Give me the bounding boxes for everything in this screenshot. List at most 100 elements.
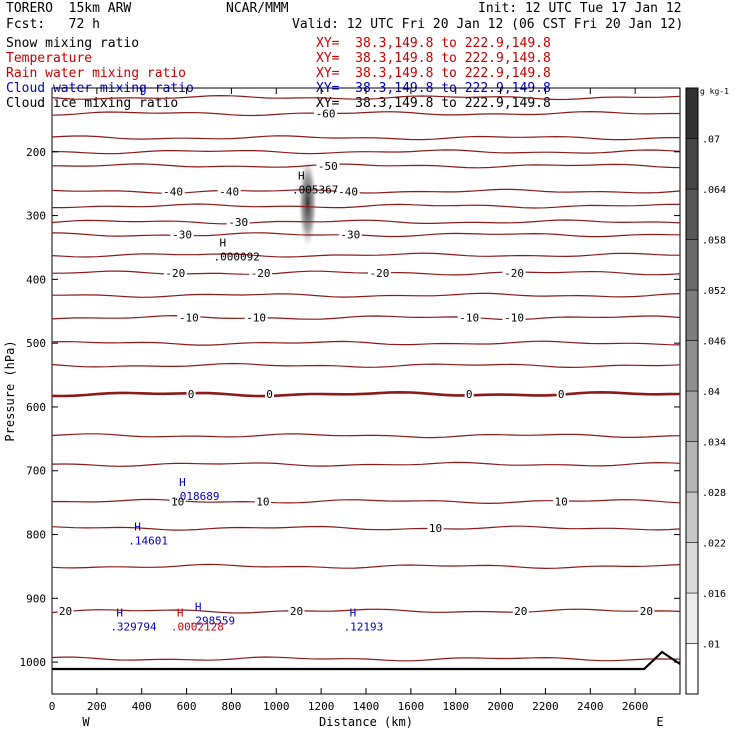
temperature-contour-label: 0 bbox=[466, 388, 473, 401]
contour-label-bg bbox=[512, 605, 529, 618]
field-xy: XY= 38.3,149.8 to 222.9,149.8 bbox=[316, 36, 551, 51]
contour-label-bg bbox=[464, 388, 474, 401]
plot-frame bbox=[51, 87, 681, 695]
maximum-marker: H bbox=[134, 521, 141, 534]
maximum-value: .329794 bbox=[110, 621, 157, 634]
temperature-contour-label: 20 bbox=[514, 605, 527, 618]
temperature-contour bbox=[51, 608, 681, 614]
init-time: Init: 12 UTC Tue 17 Jan 12 bbox=[478, 1, 682, 16]
y-tick-label: 800 bbox=[26, 529, 46, 542]
model-title: TORERO 15km ARW bbox=[6, 1, 132, 16]
forecast-hour: Fcst: 72 h bbox=[6, 17, 100, 32]
y-tick-label: 400 bbox=[26, 273, 46, 286]
temperature-contour-label: -40 bbox=[163, 185, 183, 198]
temperature-contour-label: 20 bbox=[290, 605, 303, 618]
temperature-contour-label: 10 bbox=[555, 495, 568, 508]
x-tick-label: 200 bbox=[87, 700, 107, 713]
valid-time: Valid: 12 UTC Fri 20 Jan 12 (06 CST Fri … bbox=[292, 17, 684, 32]
x-tick-label: 2600 bbox=[622, 700, 649, 713]
colorbar-label: .04 bbox=[702, 387, 720, 398]
x-axis-east-label: E bbox=[656, 715, 663, 729]
temperature-contour-label: -30 bbox=[228, 216, 248, 229]
maximum-marker: H bbox=[219, 237, 226, 250]
contour-label-bg bbox=[338, 228, 362, 241]
field-name: Snow mixing ratio bbox=[6, 36, 140, 51]
temperature-contour bbox=[51, 188, 681, 194]
contour-label-bg bbox=[177, 311, 201, 324]
x-tick-label: 1600 bbox=[398, 700, 425, 713]
temperature-contour bbox=[51, 656, 681, 662]
maximum-marker: H bbox=[116, 607, 123, 620]
maximum-value: .14601 bbox=[128, 535, 168, 548]
temperature-contour bbox=[52, 292, 681, 298]
colorbar-frame bbox=[685, 87, 699, 695]
temperature-contour bbox=[51, 232, 681, 238]
temperature-contour-label: -10 bbox=[246, 312, 266, 325]
y-tick-label: 1000 bbox=[20, 656, 47, 669]
contour-label-bg bbox=[457, 311, 481, 324]
temperature-contour-label: -10 bbox=[459, 312, 479, 325]
temperature-contour-label: -30 bbox=[340, 229, 360, 242]
maximum-value: .005367 bbox=[292, 184, 338, 197]
temperature-contour-label: 0 bbox=[266, 388, 273, 401]
x-axis-west-label: W bbox=[82, 715, 90, 729]
contour-label-bg bbox=[244, 311, 268, 324]
contour-label-bg bbox=[314, 107, 338, 120]
field-xy: XY= 38.3,149.8 to 222.9,149.8 bbox=[316, 96, 551, 111]
maximum-marker: H bbox=[179, 476, 186, 489]
colorbar-segment bbox=[685, 87, 699, 139]
contour-label-bg bbox=[249, 266, 273, 279]
contour-label-bg bbox=[553, 495, 570, 508]
field-name: Temperature bbox=[6, 51, 93, 66]
y-tick-label: 200 bbox=[26, 146, 46, 159]
colorbar-label: .052 bbox=[702, 286, 726, 297]
field-name: Cloud water mixing ratio bbox=[6, 81, 194, 96]
x-tick-label: 1800 bbox=[442, 700, 469, 713]
y-tick-label: 900 bbox=[26, 592, 46, 605]
contour-label-bg bbox=[638, 605, 655, 618]
temperature-contour bbox=[51, 340, 681, 346]
y-tick-label: 500 bbox=[26, 337, 46, 350]
x-tick-label: 600 bbox=[177, 700, 197, 713]
maximum-marker: H bbox=[177, 607, 184, 620]
colorbar-units: g kg-1 bbox=[700, 87, 729, 96]
temperature-contour-label: -20 bbox=[165, 267, 185, 280]
y-tick-label: 700 bbox=[26, 465, 46, 478]
temperature-contour bbox=[52, 270, 681, 276]
contour-label-bg bbox=[288, 605, 305, 618]
contour-label-bg bbox=[161, 185, 185, 198]
colorbar-segment bbox=[685, 289, 699, 341]
contour-label-bg bbox=[556, 388, 566, 401]
center-label: NCAR/MMM bbox=[226, 1, 289, 16]
maximum-value: .12193 bbox=[344, 621, 384, 634]
contour-label-bg bbox=[217, 185, 241, 198]
maximum-marker: H bbox=[350, 607, 357, 620]
colorbar-segment bbox=[685, 239, 699, 291]
colorbar-label: .022 bbox=[702, 539, 726, 550]
contour-label-bg bbox=[427, 522, 444, 535]
colorbar-segment bbox=[685, 340, 699, 392]
colorbar-label: .064 bbox=[702, 185, 726, 196]
temperature-contour-label: 0 bbox=[558, 388, 565, 401]
temperature-contour bbox=[51, 149, 681, 155]
temperature-contour-label: 10 bbox=[171, 495, 184, 508]
temperature-contour-label: 10 bbox=[429, 522, 442, 535]
x-tick-label: 2400 bbox=[577, 700, 604, 713]
temperature-contour bbox=[51, 314, 681, 321]
colorbar-segment bbox=[685, 441, 699, 493]
temperature-contour-label: -20 bbox=[370, 267, 390, 280]
maximum-marker: H bbox=[298, 170, 305, 183]
temperature-contour-label: -10 bbox=[504, 312, 524, 325]
temperature-contour bbox=[51, 525, 681, 531]
temperature-contour-label: -10 bbox=[179, 312, 199, 325]
temperature-contour-label: -40 bbox=[219, 185, 239, 198]
temperature-contour-label: 10 bbox=[256, 495, 269, 508]
x-tick-label: 400 bbox=[132, 700, 152, 713]
x-axis-label: Distance (km) bbox=[319, 715, 413, 729]
maximum-value: .298559 bbox=[189, 614, 235, 627]
temperature-contour-label: 0 bbox=[188, 388, 195, 401]
temperature-contour bbox=[51, 94, 681, 101]
y-tick-label: 300 bbox=[26, 210, 46, 223]
contour-label-bg bbox=[57, 605, 74, 618]
